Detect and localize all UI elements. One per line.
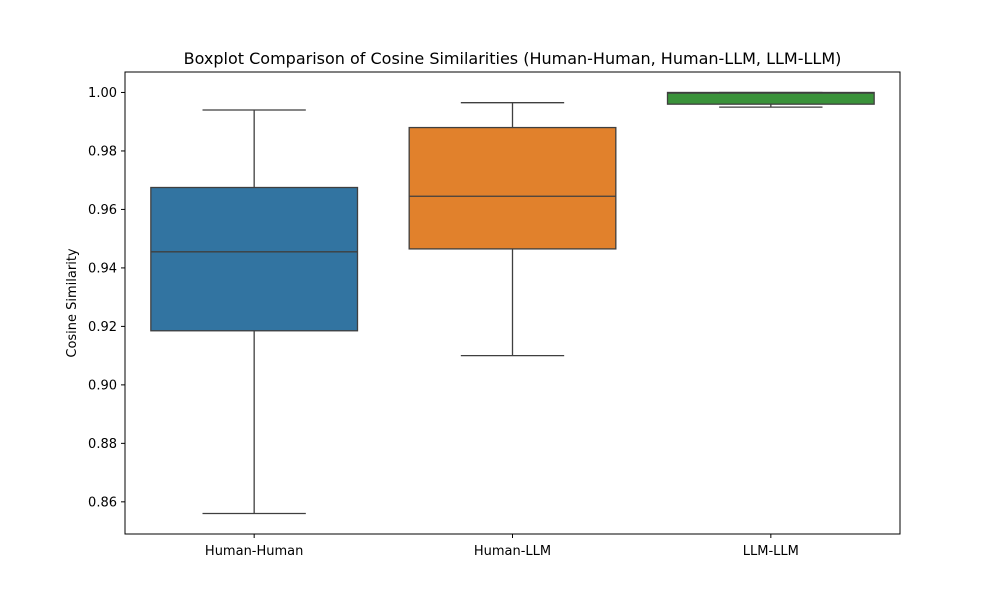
- plot-area-frame: [124, 71, 901, 535]
- y-tick-label: 0.96: [88, 203, 117, 218]
- x-tick-label: LLM-LLM: [743, 544, 799, 559]
- box-series: [150, 91, 875, 515]
- y-axis-ticks: 0.86 0.88 0.90 0.92 0.94 0.96 0.98 1.00: [88, 86, 125, 510]
- x-tick-label: Human-LLM: [474, 544, 551, 559]
- x-axis-ticks: Human-Human Human-LLM LLM-LLM: [205, 534, 799, 559]
- box-human-llm: [408, 102, 617, 357]
- box-llm-llm: [666, 91, 875, 108]
- y-tick-label: 0.90: [88, 378, 117, 393]
- y-tick-label: 1.00: [88, 86, 117, 101]
- box-iqr: [150, 186, 359, 332]
- box-human-human: [150, 109, 359, 515]
- y-tick-label: 0.86: [88, 495, 117, 510]
- box-iqr: [666, 91, 875, 105]
- box-iqr: [408, 126, 617, 250]
- y-tick-label: 0.88: [88, 437, 117, 452]
- chart-title: Boxplot Comparison of Cosine Similaritie…: [184, 49, 842, 68]
- y-tick-label: 0.92: [88, 320, 117, 335]
- y-axis-label: Cosine Similarity: [65, 248, 80, 358]
- x-tick-label: Human-Human: [205, 544, 303, 559]
- y-tick-label: 0.94: [88, 261, 117, 276]
- y-tick-label: 0.98: [88, 144, 117, 159]
